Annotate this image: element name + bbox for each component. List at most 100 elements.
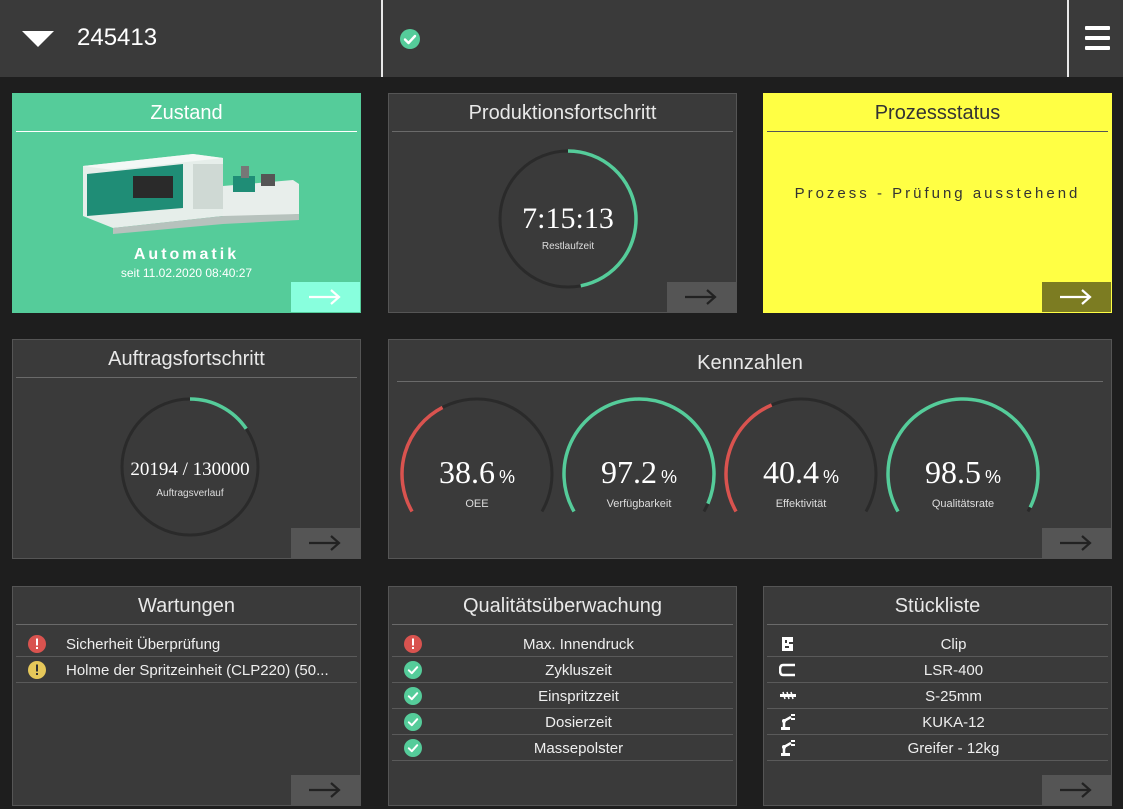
list-item[interactable]: Sicherheit Überprüfung [16, 631, 357, 657]
kpi-gauge: 40.4 % Effektivität [723, 396, 879, 526]
list-item-label: S-25mm [925, 688, 982, 705]
list-item[interactable]: Greifer - 12kg [767, 735, 1108, 761]
list-item-label: Einspritzzeit [538, 688, 619, 705]
quality-list: Max. Innendruck Zykluszeit Einspritzzeit Do… [392, 631, 733, 761]
parts-list: Clip LSR-400 S-25mm KUKA-12 Greifer - 12kg [767, 631, 1108, 761]
screw-icon [780, 691, 796, 700]
card-title: Kennzahlen [397, 352, 1103, 382]
card-title: Qualitätsüberwachung [392, 595, 733, 625]
list-item-label: Massepolster [533, 740, 624, 757]
stueckliste-card: Stückliste Clip LSR-400 S-25mm KUKA-12 Greif… [763, 586, 1112, 806]
part-icon [782, 637, 793, 651]
details-button[interactable] [1042, 282, 1111, 312]
card-title: Prozessstatus [767, 102, 1108, 132]
arrow-right-icon [309, 535, 341, 551]
card-title: Zustand [16, 102, 357, 132]
kpi-label: Effektivität [775, 498, 827, 510]
list-item[interactable]: KUKA-12 [767, 709, 1108, 735]
dropdown-triangle-icon[interactable] [22, 31, 54, 47]
details-button[interactable] [291, 775, 360, 805]
details-button[interactable] [291, 282, 360, 312]
kpi-ring [886, 397, 1040, 513]
arrow-right-icon [685, 289, 717, 305]
material-icon [779, 663, 795, 677]
kpi-value: 97.2 % [600, 454, 677, 490]
list-item-label: Zykluszeit [545, 662, 612, 679]
arrow-right-icon [309, 289, 341, 305]
divider [381, 0, 383, 77]
machine-state: Automatik [133, 246, 240, 263]
list-item[interactable]: Massepolster [392, 735, 733, 761]
divider [1067, 0, 1069, 77]
order-progress-value: 20194 / 130000 [130, 459, 250, 480]
auftrag-card: Auftragsfortschritt 20194 / 130000 Auftr… [12, 339, 361, 559]
maintenance-list: Sicherheit Überprüfung Holme der Spritzei… [16, 631, 357, 683]
card-title: Produktionsfortschritt [392, 102, 733, 132]
wartungen-card: Wartungen Sicherheit Überprüfung Holme de… [12, 586, 361, 806]
list-item-label: Dosierzeit [545, 714, 612, 731]
machine-image [83, 154, 299, 234]
arrow-right-icon [1060, 289, 1092, 305]
list-item-label: KUKA-12 [922, 714, 985, 731]
check-icon [404, 713, 422, 731]
list-item[interactable]: Zykluszeit [392, 657, 733, 683]
menu-icon[interactable] [1085, 26, 1110, 50]
kpi-ring [724, 397, 878, 513]
list-item-label: Sicherheit Überprüfung [66, 636, 221, 653]
order-progress-label: Auftragsverlauf [156, 488, 224, 499]
list-item-label: Clip [940, 636, 967, 653]
card-title: Auftragsfortschritt [16, 348, 357, 378]
warning-icon [28, 661, 46, 679]
kpi-gauge: 38.6 % OEE [399, 396, 555, 526]
card-title: Stückliste [767, 595, 1108, 625]
list-item[interactable]: LSR-400 [767, 657, 1108, 683]
robot-icon [781, 740, 795, 756]
list-item-label: Holme der Spritzeinheit (CLP220) (50... [66, 662, 329, 679]
list-item-label: Greifer - 12kg [907, 740, 1000, 757]
error-icon [28, 635, 46, 653]
machine-id[interactable]: 245413 [77, 24, 158, 51]
top-bar: 245413 [0, 0, 1123, 77]
kennzahlen-card: Kennzahlen 38.6 % OEE 97.2 % Verfügbarke… [388, 339, 1112, 559]
progress-ring [120, 397, 260, 537]
prozessstatus-card: Prozessstatus Prozess - Prüfung ausstehe… [763, 93, 1112, 313]
remaining-time-label: Restlaufzeit [541, 241, 595, 252]
kpi-label: Verfügbarkeit [606, 498, 672, 510]
arrow-right-icon [1060, 782, 1092, 798]
kpi-value: 40.4 % [762, 454, 839, 490]
list-item-label: LSR-400 [923, 662, 984, 679]
list-item-label: Max. Innendruck [523, 636, 634, 653]
error-icon [404, 635, 422, 653]
list-item[interactable]: Dosierzeit [392, 709, 733, 735]
kpi-value: 98.5 % [924, 454, 1001, 490]
produktion-card: Produktionsfortschritt 7:15:13 Restlaufz… [388, 93, 737, 313]
list-item[interactable]: Holme der Spritzeinheit (CLP220) (50... [16, 657, 357, 683]
robot-icon [781, 714, 795, 730]
progress-ring [498, 149, 638, 289]
details-button[interactable] [1042, 775, 1111, 805]
kpi-gauge: 98.5 % Qualitätsrate [885, 396, 1041, 526]
check-icon [400, 29, 420, 49]
kpi-value: 38.6 % [438, 454, 515, 490]
kpi-ring [400, 397, 554, 513]
kpi-gauge: 97.2 % Verfügbarkeit [561, 396, 717, 526]
details-button[interactable] [291, 528, 360, 558]
process-status-text: Prozess - Prüfung ausstehend [794, 185, 1081, 202]
check-icon [404, 687, 422, 705]
remaining-time: 7:15:13 [522, 202, 614, 235]
qualitaet-card: Qualitätsüberwachung Max. Innendruck Zykl… [388, 586, 737, 806]
check-icon [404, 661, 422, 679]
list-item[interactable]: Clip [767, 631, 1108, 657]
zustand-card: Zustand Automatik seit 11.02.2020 08:40:… [12, 93, 361, 313]
kpi-label: Qualitätsrate [931, 498, 995, 510]
check-icon [404, 739, 422, 757]
list-item[interactable]: S-25mm [767, 683, 1108, 709]
arrow-right-icon [309, 782, 341, 798]
details-button[interactable] [1042, 528, 1111, 558]
arrow-right-icon [1060, 535, 1092, 551]
list-item[interactable]: Max. Innendruck [392, 631, 733, 657]
list-item[interactable]: Einspritzzeit [392, 683, 733, 709]
kpi-label: OEE [465, 498, 489, 510]
details-button[interactable] [667, 282, 736, 312]
state-since: seit 11.02.2020 08:40:27 [120, 266, 253, 280]
